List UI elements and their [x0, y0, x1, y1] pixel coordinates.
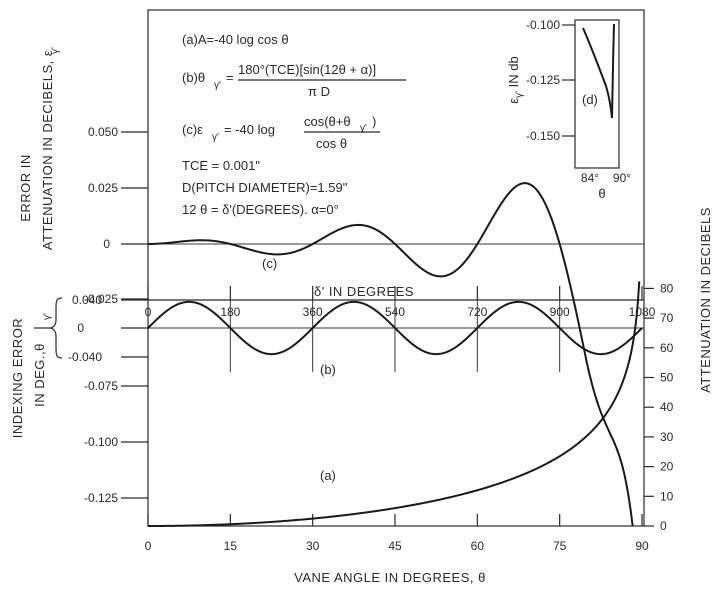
- right-tick-label: 60: [660, 341, 674, 355]
- bottom-tick-label: 75: [553, 539, 567, 553]
- left-title-upper-line2: ATTENUATION IN DECIBELS, ε: [40, 50, 55, 250]
- bottom-tick-label: 15: [224, 539, 238, 553]
- inset-curve-d: [582, 23, 615, 119]
- left-title-upper-subscript: γ': [50, 47, 61, 54]
- left-title-lower-line2: IN DEG.,θ: [32, 343, 47, 407]
- degree-tick-label: 1080: [629, 305, 656, 319]
- inset-y-label-text: εγ' IN db: [506, 56, 525, 103]
- inset-x-tick-label: 90°: [613, 171, 631, 185]
- left-tick-label: 0: [77, 321, 84, 335]
- left-tick-label: 0.040: [72, 293, 102, 307]
- inset-d: -0.100 -0.125 -0.150 84° 90° θ (d) εγ' I…: [506, 18, 631, 201]
- left-tick-label: -0.040: [68, 350, 102, 364]
- curve-label-a: (a): [320, 468, 336, 483]
- curve-label-b: (b): [320, 362, 336, 377]
- inset-y-tick-label: -0.100: [526, 18, 560, 32]
- equation-c-numerator-subscript: γ': [360, 123, 367, 134]
- left-title-upper-line1: ERROR IN: [18, 154, 33, 222]
- degree-axis-ticks: [147, 286, 643, 300]
- equation-c-numerator: cos(θ+θ: [304, 114, 351, 129]
- right-tick-label: 0: [660, 519, 667, 533]
- x-axis-title: VANE ANGLE IN DEGREES, θ: [294, 570, 486, 585]
- equation-c-log: = -40 log: [224, 122, 275, 137]
- curve-b-indexing-error: [147, 300, 643, 356]
- inset-x-label: θ: [598, 186, 605, 201]
- degree-tick-label: 900: [550, 305, 570, 319]
- inset-y-label-symbol: ε: [506, 98, 521, 104]
- right-axis-ticks: [644, 287, 654, 527]
- indexing-error-brace: [49, 297, 63, 359]
- parameter-delta: 12 θ = δ'(DEGREES). α=0°: [182, 202, 339, 217]
- plot-frame: [147, 9, 645, 527]
- left-axis-ticks: [121, 131, 148, 499]
- right-tick-label: 40: [660, 400, 674, 414]
- left-axis-tick-labels: 0.050 0.025 0 -0.025 0.040 0 -0.040 -0.0…: [68, 125, 118, 505]
- curve-c-descent: [586, 363, 634, 527]
- left-tick-label: -0.025: [84, 292, 118, 306]
- inset-y-label-unit: IN db: [506, 56, 521, 91]
- curve-a-attenuation: [148, 281, 641, 527]
- left-axis-title-upper: ERROR IN ATTENUATION IN DECIBELS, ε γ': [18, 47, 61, 250]
- left-title-lower-line1: INDEXING ERROR: [10, 318, 25, 438]
- left-tick-label: -0.125: [84, 491, 118, 505]
- degree-tick-label: 720: [467, 305, 487, 319]
- bottom-tick-label: 30: [306, 539, 320, 553]
- equation-b-equals: =: [226, 70, 234, 85]
- bottom-axis-tick-labels: 0 15 30 45 60 75 90: [145, 539, 649, 553]
- equation-c-numerator-end: ): [372, 114, 376, 129]
- degree-tick-label: 360: [303, 305, 323, 319]
- inset-x-tick-label: 84°: [581, 171, 599, 185]
- curve-c-attenuation-error: [147, 182, 589, 365]
- equation-b: (b)θ γ' = 180°(TCE)[sin(12θ + α)] π D: [182, 62, 406, 99]
- left-tick-label: 0.050: [88, 125, 118, 139]
- equation-c-prefix: (c)ε: [182, 122, 203, 137]
- degree-tick-label: 0: [145, 305, 152, 319]
- inset-frame: [574, 19, 620, 169]
- bottom-tick-label: 60: [471, 539, 485, 553]
- bottom-tick-label: 0: [145, 539, 152, 553]
- right-tick-label: 20: [660, 460, 674, 474]
- left-axis-title-lower: INDEXING ERROR IN DEG.,θ γ': [10, 313, 53, 438]
- parameter-tce: TCE = 0.001": [182, 158, 260, 173]
- equation-c-denominator: cos θ: [316, 136, 347, 151]
- equation-b-numerator: 180°(TCE)[sin(12θ + α)]: [238, 62, 376, 77]
- vertical-grid: [229, 300, 561, 372]
- left-tick-label: -0.100: [84, 435, 118, 449]
- left-tick-label: 0: [103, 237, 110, 251]
- equation-c: (c)ε γ' = -40 log cos(θ+θ γ' ) cos θ: [182, 114, 380, 151]
- right-tick-label: 80: [660, 281, 674, 295]
- degree-axis-tick-labels: 0 180 360 540 720 900 1080: [145, 305, 656, 319]
- equation-b-subscript: γ': [214, 80, 221, 91]
- right-tick-label: 70: [660, 311, 674, 325]
- inset-y-tick-label: -0.150: [526, 129, 560, 143]
- left-tick-label: 0.025: [88, 181, 118, 195]
- equation-b-denominator: π D: [308, 84, 330, 99]
- degree-tick-label: 180: [220, 305, 240, 319]
- inset-y-label: εγ' IN db: [506, 56, 525, 103]
- equation-b-prefix: (b)θ: [182, 70, 205, 85]
- left-title-lower-subscript: γ': [42, 313, 53, 320]
- left-tick-label: -0.075: [84, 379, 118, 393]
- right-tick-label: 30: [660, 430, 674, 444]
- degree-axis-title: δ' IN DEGREES: [314, 284, 414, 299]
- equation-c-subscript: γ': [212, 132, 219, 143]
- inset-y-tick-label: -0.125: [526, 73, 560, 87]
- right-axis-title: ATTENUATION IN DECIBELS: [698, 207, 713, 393]
- equation-a: (a)A=-40 log cos θ: [182, 32, 289, 47]
- inset-y-label-subscript: γ': [514, 91, 525, 98]
- parameter-pitch-diameter: D(PITCH DIAMETER)=1.59": [182, 180, 348, 195]
- right-tick-label: 10: [660, 489, 674, 503]
- curve-label-c: (c): [262, 256, 277, 271]
- bottom-tick-label: 45: [388, 539, 402, 553]
- inset-curve-label: (d): [582, 92, 598, 107]
- right-axis-tick-labels: 0 10 20 30 40 50 60 70 80: [660, 281, 674, 533]
- degree-tick-label: 540: [385, 305, 405, 319]
- bottom-tick-label: 90: [635, 539, 649, 553]
- right-tick-label: 50: [660, 371, 674, 385]
